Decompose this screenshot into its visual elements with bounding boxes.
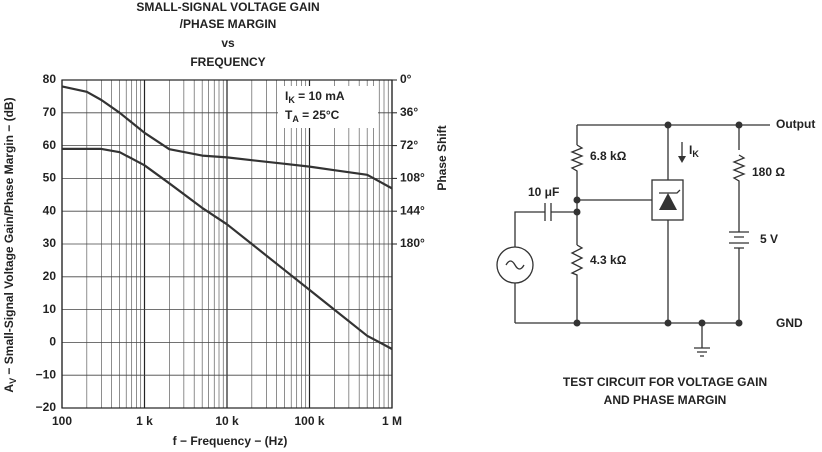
y-tick-label: 20	[43, 269, 57, 283]
label-part: − Small-Signal Voltage Gain/Phase Margin…	[2, 97, 16, 378]
x-axis-label: f − Frequency − (Hz)	[173, 434, 288, 448]
node	[735, 319, 743, 327]
x-tick-label: 100 k	[294, 414, 324, 428]
x-tick-label: 1 k	[136, 414, 153, 428]
y-tick-label: 80	[43, 72, 57, 86]
y-tick-label: 10	[43, 302, 57, 316]
y-tick-label: 60	[43, 138, 57, 152]
gnd-label: GND	[776, 316, 803, 330]
plot: 100 1 k 10 k 100 k 1 M −20 −10 0 10 20 30 40 50 60 70 8…	[36, 72, 425, 428]
annotation-part: = 10 mA	[295, 89, 345, 103]
reference-device	[651, 179, 684, 221]
source-symbol	[505, 260, 525, 270]
node	[573, 196, 581, 204]
device-symbol	[659, 193, 677, 210]
capacitor	[544, 203, 552, 221]
y2-tick-label: 0°	[400, 72, 412, 86]
label-sub: V	[8, 378, 18, 384]
node	[664, 319, 672, 327]
signal-source	[496, 246, 534, 284]
ground	[694, 347, 710, 357]
test-circuit: Output GND 6.8 kΩ 4.3 kΩ 180 Ω 10 μF 5 V…	[496, 117, 815, 407]
resistor	[732, 154, 746, 190]
label-part: I	[689, 143, 692, 157]
title-line: vs	[221, 36, 235, 50]
y2-tick-label: 72°	[400, 138, 418, 152]
annotation-sub: K	[288, 95, 295, 105]
device-symbol	[659, 189, 681, 194]
battery	[729, 231, 749, 249]
resistor-label: 180 Ω	[752, 165, 785, 179]
current-label: IK	[689, 143, 699, 159]
y2-tick-label: 144°	[400, 203, 425, 217]
y-tick-label: 50	[43, 171, 57, 185]
y2-tick-label: 36°	[400, 105, 418, 119]
resistor-label: 6.8 kΩ	[590, 149, 627, 163]
annotation-sub: A	[292, 114, 299, 124]
series-line	[62, 147, 393, 350]
y-tick-label: −20	[36, 400, 57, 414]
title-line: SMALL-SIGNAL VOLTAGE GAIN	[136, 0, 319, 14]
caption: TEST CIRCUIT FOR VOLTAGE GAIN	[563, 375, 767, 389]
output-label: Output	[776, 117, 815, 131]
y-tick-label: 40	[43, 203, 57, 217]
node	[698, 319, 706, 327]
annotation-part: = 25°C	[299, 108, 340, 122]
node	[664, 121, 672, 129]
capacitor-label: 10 μF	[528, 185, 559, 199]
y2-tick-label: 108°	[400, 171, 425, 185]
resistor-label: 4.3 kΩ	[590, 253, 627, 267]
y2-axis-label: Phase Shift	[435, 125, 449, 190]
node	[573, 208, 581, 216]
y-tick-label: 0	[49, 335, 56, 349]
series-line	[61, 85, 393, 190]
node	[573, 319, 581, 327]
wire	[514, 124, 770, 348]
title-line: /PHASE MARGIN	[180, 17, 277, 31]
annotation-part: I	[285, 89, 288, 103]
resistor	[570, 144, 584, 175]
title-line: FREQUENCY	[190, 55, 265, 69]
caption: AND PHASE MARGIN	[604, 393, 727, 407]
label-sub: K	[692, 149, 699, 159]
label-part: A	[2, 384, 16, 393]
y-tick-label: 30	[43, 236, 57, 250]
x-tick-label: 10 k	[215, 414, 239, 428]
node	[735, 121, 743, 129]
annotation-box	[278, 86, 378, 128]
y-tick-label: 70	[43, 105, 57, 119]
chart-title: SMALL-SIGNAL VOLTAGE GAIN /PHASE MARGIN …	[136, 0, 319, 69]
annotation-part: T	[285, 108, 293, 122]
y-axis-label: AV − Small-Signal Voltage Gain/Phase Mar…	[2, 97, 18, 392]
y2-tick-label: 180°	[400, 236, 425, 250]
voltage-label: 5 V	[760, 232, 778, 246]
x-tick-label: 1 M	[382, 414, 402, 428]
resistor	[570, 244, 584, 280]
plot-frame	[61, 79, 393, 409]
y-tick-label: −10	[36, 367, 57, 381]
annotation: TA = 25°C	[285, 108, 340, 124]
current-arrow-head	[678, 156, 686, 163]
x-tick-label: 100	[52, 414, 72, 428]
annotation: IK = 10 mA	[285, 89, 345, 105]
